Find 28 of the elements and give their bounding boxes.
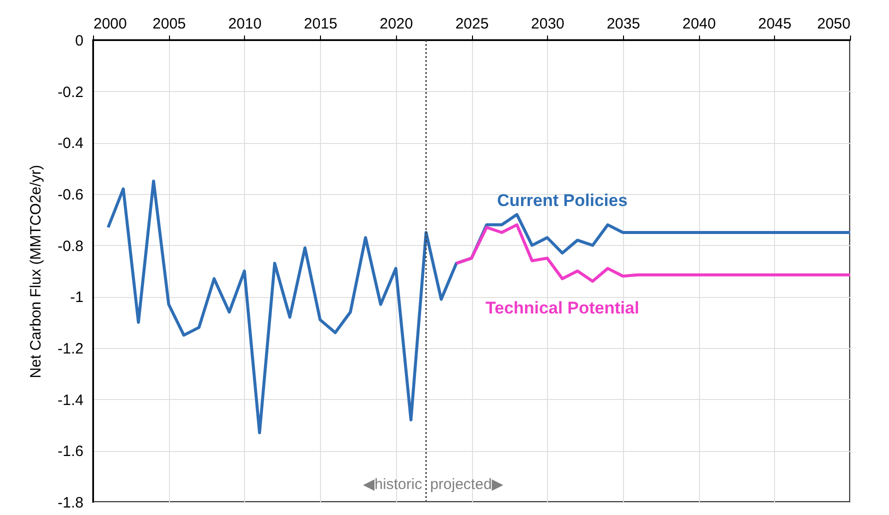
y-tick-label: -1.8	[58, 494, 84, 512]
x-tick-label: 2030	[531, 16, 564, 32]
line-series	[454, 223, 852, 283]
x-tick-label: 2035	[606, 16, 640, 32]
x-tick-label: 2050	[817, 16, 850, 32]
y-tick-label: -0.8	[58, 238, 84, 255]
x-tick-label: 2040	[682, 16, 716, 32]
x-tick-label: 2020	[380, 16, 413, 32]
y-tick-label: -1.2	[58, 340, 84, 358]
y-tick-label: 0	[75, 32, 84, 50]
y-axis-title: Net Carbon Flux (MMTCO2e/yr)	[28, 164, 45, 378]
series-label: Technical Potential	[486, 298, 640, 318]
y-tick-label: -1.6	[58, 443, 84, 460]
y-tick-label: -0.2	[58, 84, 84, 101]
x-tick-label: 2000	[94, 16, 127, 32]
series-label: Current Policies	[497, 191, 628, 210]
line-series	[106, 180, 852, 434]
x-tick-label: 2010	[228, 16, 262, 32]
annotation: ◀historic	[363, 476, 423, 493]
y-tick-label: -0.6	[58, 186, 84, 204]
y-tick-label: -0.4	[58, 135, 84, 152]
annotation: projected▶	[430, 476, 504, 493]
x-tick-label: 2025	[455, 16, 489, 32]
y-tick-label: -1.4	[58, 392, 84, 409]
x-tick-label: 2005	[152, 16, 186, 32]
x-tick-label: 2045	[758, 16, 792, 32]
x-tick-label: 2015	[304, 16, 338, 32]
y-tick-label: -1	[70, 289, 84, 306]
